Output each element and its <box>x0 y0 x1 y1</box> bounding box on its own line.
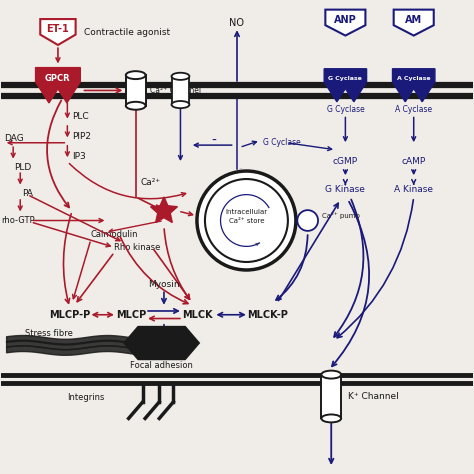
Text: Stress fibre: Stress fibre <box>25 329 73 338</box>
Ellipse shape <box>172 101 190 108</box>
Text: A Cyclase: A Cyclase <box>395 105 432 114</box>
Circle shape <box>197 171 296 270</box>
Text: K⁺ Channel: K⁺ Channel <box>348 392 399 401</box>
Text: Integrins: Integrins <box>67 393 105 402</box>
Polygon shape <box>325 9 365 36</box>
Text: Ca²⁺ Channel: Ca²⁺ Channel <box>150 86 201 95</box>
Text: Ca²⁺ pump: Ca²⁺ pump <box>322 212 360 219</box>
Polygon shape <box>324 69 366 102</box>
Text: Contractile agonist: Contractile agonist <box>84 27 170 36</box>
Text: AM: AM <box>405 15 422 25</box>
Polygon shape <box>124 327 199 359</box>
Text: DAG: DAG <box>4 134 24 143</box>
Text: Focal adhesion: Focal adhesion <box>130 361 193 370</box>
Text: -: - <box>211 133 216 147</box>
Text: IP3: IP3 <box>72 153 86 161</box>
Circle shape <box>205 179 288 262</box>
Text: NO: NO <box>229 18 245 27</box>
Text: PLD: PLD <box>15 163 32 172</box>
Text: A Cyclase: A Cyclase <box>397 76 430 81</box>
Polygon shape <box>394 9 434 36</box>
Text: Myosin: Myosin <box>148 280 180 289</box>
Ellipse shape <box>321 414 341 422</box>
Text: G Kinase: G Kinase <box>326 185 365 194</box>
Polygon shape <box>321 374 341 419</box>
Text: G Cyclase: G Cyclase <box>263 138 301 147</box>
Polygon shape <box>40 19 76 45</box>
Text: cAMP: cAMP <box>401 157 426 166</box>
Text: MLCK: MLCK <box>182 310 212 320</box>
Text: Myosin- P: Myosin- P <box>142 341 185 350</box>
Text: Ca²⁺ store: Ca²⁺ store <box>228 218 264 224</box>
Text: ET-1: ET-1 <box>46 25 69 35</box>
Ellipse shape <box>321 371 341 379</box>
Polygon shape <box>172 76 190 105</box>
Text: G Cyclase: G Cyclase <box>328 76 362 81</box>
Text: Ca²⁺: Ca²⁺ <box>140 178 161 187</box>
Text: MLCK-P: MLCK-P <box>247 310 288 320</box>
Ellipse shape <box>172 73 190 80</box>
Text: ANP: ANP <box>334 15 357 25</box>
Ellipse shape <box>126 71 146 79</box>
Text: cGMP: cGMP <box>333 157 358 166</box>
Text: rho-GTP: rho-GTP <box>1 216 35 225</box>
Polygon shape <box>126 75 146 106</box>
Text: A Kinase: A Kinase <box>394 185 433 194</box>
Text: PA: PA <box>22 189 33 198</box>
Text: Rho kinase: Rho kinase <box>115 243 161 252</box>
Circle shape <box>297 210 318 231</box>
Text: Calmodulin: Calmodulin <box>91 230 138 239</box>
Text: GPCR: GPCR <box>45 73 71 82</box>
Text: Intracellular: Intracellular <box>225 209 267 215</box>
Text: MLCP-P: MLCP-P <box>49 310 91 320</box>
Text: MLCP: MLCP <box>116 310 146 320</box>
Polygon shape <box>392 69 435 102</box>
Polygon shape <box>151 197 177 222</box>
Ellipse shape <box>126 102 146 109</box>
Polygon shape <box>36 68 80 103</box>
Text: PIP2: PIP2 <box>72 132 91 141</box>
Text: PLC: PLC <box>72 112 89 121</box>
Text: G Cyclase: G Cyclase <box>327 105 364 114</box>
